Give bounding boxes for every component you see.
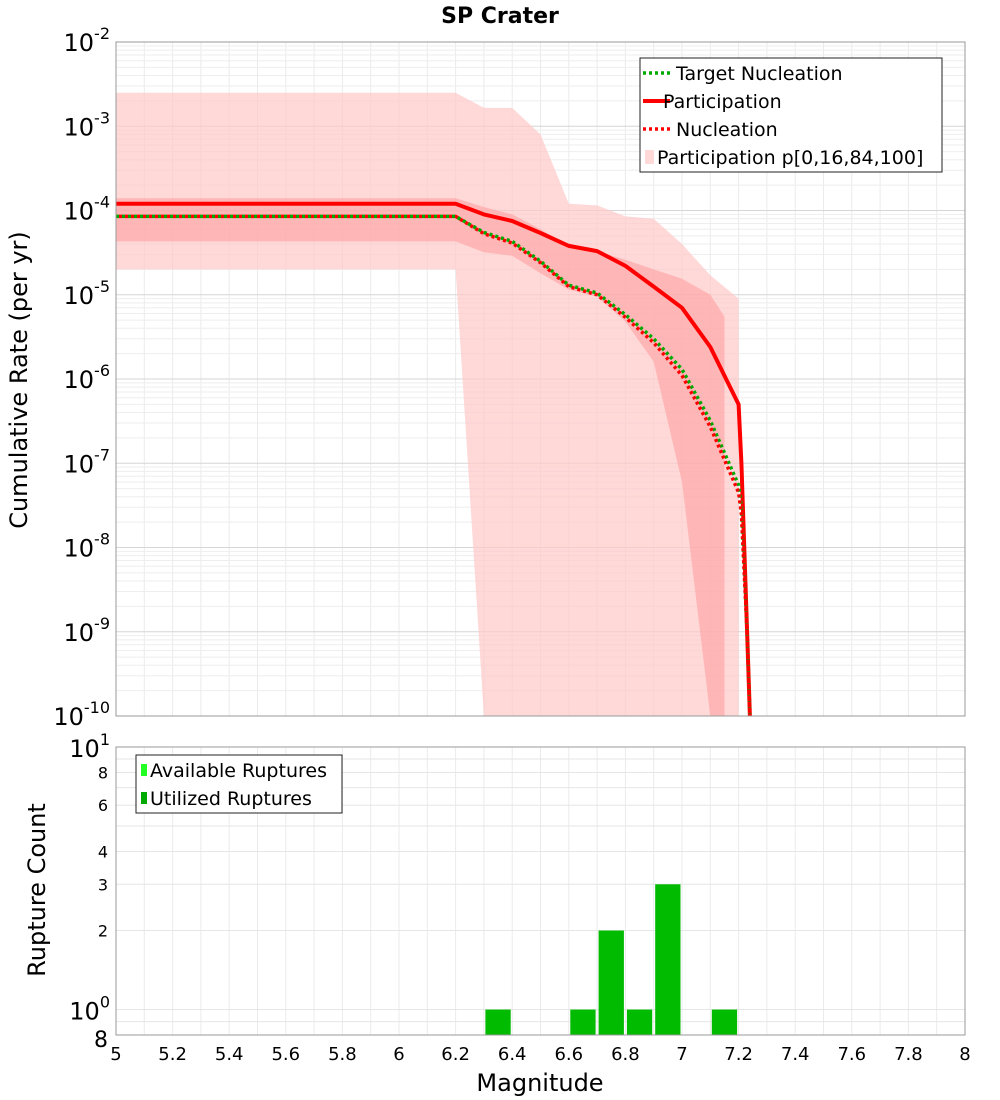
bottom-y-tick-label: 100 (69, 993, 110, 1026)
legend-label: Utilized Ruptures (150, 788, 312, 810)
x-tick-label: 7.8 (894, 1044, 923, 1065)
x-tick-label: 6.6 (554, 1044, 583, 1065)
bottom-y-tick-label: 4 (98, 842, 108, 861)
bottom-y-tick-label: 101 (69, 730, 110, 763)
legend-swatch (141, 792, 147, 804)
top-y-tick-label: 10-8 (64, 530, 111, 563)
bottom-y-tick-label: 8 (98, 763, 108, 782)
chart-title: SP Crater (441, 4, 559, 29)
x-tick-label: 7.2 (724, 1044, 753, 1065)
x-tick-label: 7.4 (781, 1044, 810, 1065)
rupture-bar (598, 930, 624, 1035)
legend-label: Participation (663, 91, 782, 113)
top-y-tick-label: 10-10 (53, 698, 110, 731)
top-y-axis-label: Cumulative Rate (per yr) (5, 231, 33, 529)
legend-swatch (141, 764, 147, 776)
legend-label: Participation p[0,16,84,100] (657, 147, 923, 169)
top-legend: Target Nucleation Participation Nucleation… (639, 57, 943, 173)
x-tick-label: 6 (393, 1044, 404, 1065)
series-line-nucleation (116, 214, 752, 717)
x-tick-label: 6.4 (498, 1044, 527, 1065)
rupture-bar (711, 1009, 738, 1035)
top-panel-lines (116, 201, 752, 717)
x-tick-label: 5.8 (328, 1044, 357, 1065)
bottom-y-tick-label: 2 (98, 922, 108, 941)
top-legend-box (639, 57, 943, 173)
bottom-legend: Available Ruptures Utilized Ruptures (135, 754, 343, 814)
rupture-bar (485, 1009, 511, 1035)
top-y-tick-label: 10-4 (64, 193, 111, 226)
x-tick-label: 5.6 (271, 1044, 300, 1065)
top-y-tick-label: 10-3 (64, 108, 111, 141)
bottom-panel-bars (485, 884, 738, 1035)
legend-label: Target Nucleation (675, 63, 843, 85)
bottom-panel-frame (115, 746, 966, 1036)
x-tick-label: 6.8 (611, 1044, 640, 1065)
x-tick-label: 7.6 (837, 1044, 866, 1065)
top-y-tick-label: 10-5 (64, 277, 111, 310)
top-y-tick-label: 10-2 (64, 24, 111, 57)
top-y-tick-label: 10-6 (64, 361, 111, 394)
legend-swatch (645, 150, 654, 164)
bottom-legend-box (135, 754, 343, 814)
top-panel-frame (115, 41, 966, 717)
bottom-y-tick-label: 6 (98, 796, 108, 815)
rupture-bar (655, 884, 681, 1035)
x-tick-labels: 5 5.2 5.4 5.6 5.8 6 6.2 6.4 6.6 6.8 7 7.2 7.4 7.6 7.8 8 (110, 1044, 970, 1065)
bottom-y-tick-label: 3 (98, 875, 108, 894)
x-axis-label: Magnitude (476, 1069, 603, 1097)
x-tick-label: 5.4 (215, 1044, 244, 1065)
x-tick-label: 7 (676, 1044, 687, 1065)
bottom-y-axis-label: Rupture Count (23, 803, 51, 977)
legend-label: Available Ruptures (150, 760, 327, 782)
legend-label: Nucleation (676, 119, 778, 141)
series-line-participation (116, 201, 752, 717)
x-tick-label: 5.2 (158, 1044, 187, 1065)
rupture-bar (626, 1009, 653, 1035)
top-panel-y-tick-labels: 10-10 10-9 10-8 10-7 10-6 10-5 10-4 10-3 10-2 (53, 24, 110, 731)
top-y-tick-label: 10-7 (64, 445, 111, 478)
top-y-tick-label: 10-9 (64, 614, 111, 647)
x-tick-label: 6.2 (441, 1044, 470, 1065)
bottom-y-tick-label: 8 (94, 1028, 108, 1053)
x-tick-label: 8 (959, 1044, 970, 1065)
x-tick-label: 5 (110, 1044, 121, 1065)
rupture-bar (570, 1009, 596, 1035)
